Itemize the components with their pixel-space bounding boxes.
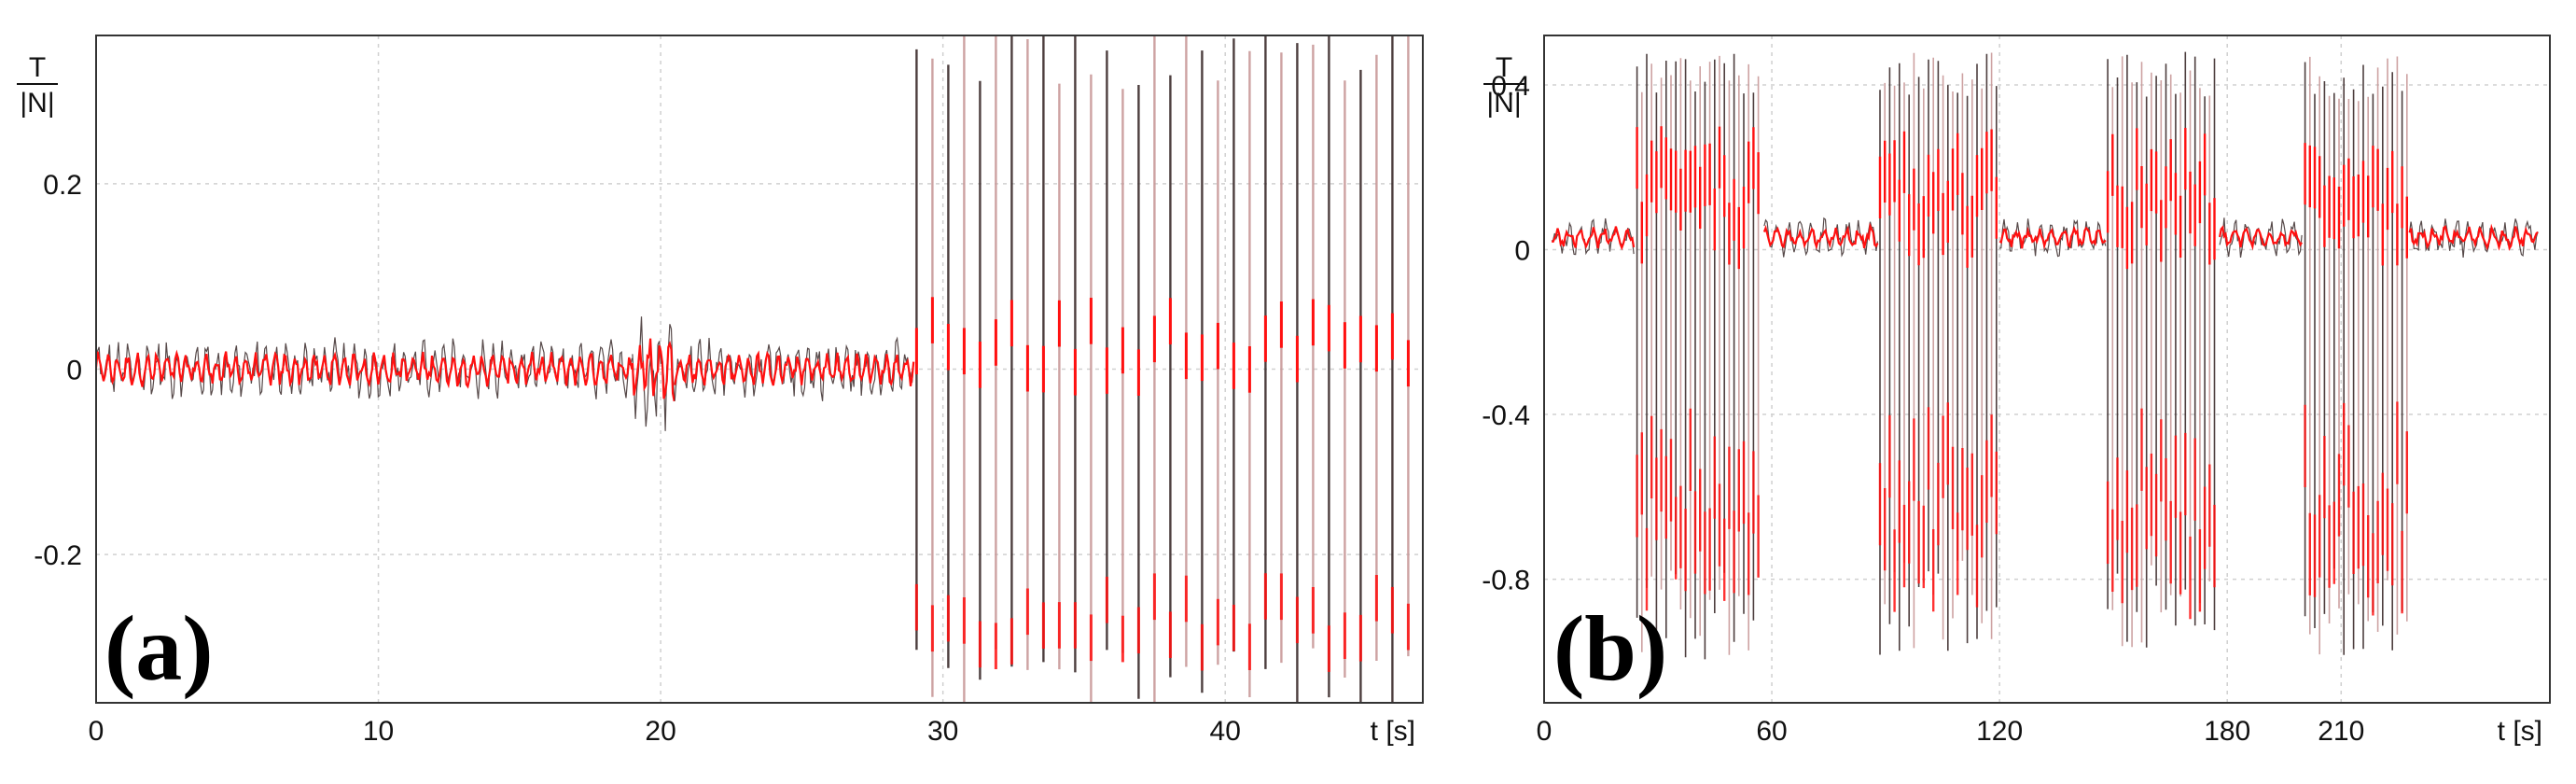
- panel-label-a: (a): [104, 596, 214, 700]
- x-tick-labels-b: 0 60 120 180 210: [1537, 716, 2365, 747]
- y-axis-label-numerator-b: T: [1496, 52, 1512, 83]
- x-tick-label: 180: [2204, 716, 2250, 747]
- stick-trace: [96, 337, 633, 399]
- x-tick-label: 210: [2318, 716, 2364, 747]
- y-axis-label-denominator-b: |N|: [1486, 88, 1521, 119]
- x-tick-label: 20: [645, 716, 675, 747]
- y-tick-label: -0.2: [34, 540, 82, 571]
- x-axis-label-b: t [s]: [2498, 716, 2542, 747]
- panel-label-b: (b): [1553, 596, 1667, 700]
- y-tick-labels-a: -0.2 0 0.2: [34, 170, 82, 571]
- y-tick-label: 0: [1514, 236, 1530, 267]
- y-axis-label-denominator-a: |N|: [20, 88, 54, 119]
- stick-trace-filtered: [2219, 225, 2304, 251]
- x-tick-label: 0: [89, 716, 104, 747]
- stick-trace-filtered: [96, 349, 634, 389]
- plot-frame-b: [1543, 35, 2551, 704]
- stick-trace: [674, 336, 914, 401]
- y-tick-label: 0.4: [1491, 71, 1530, 102]
- stick-trace-filtered: [2408, 223, 2539, 251]
- stick-trace-filtered: [1998, 225, 2107, 250]
- signal-trace-b: [1551, 51, 2539, 660]
- stick-trace: [2219, 217, 2303, 258]
- x-tick-label: 30: [927, 716, 958, 747]
- x-tick-label: 120: [1976, 716, 2023, 747]
- x-tick-labels-a: 0 10 20 30 40: [89, 716, 1241, 747]
- stick-trace: [1763, 217, 1879, 258]
- x-axis-label-a: t [s]: [1371, 716, 1415, 747]
- y-tick-label: 0: [66, 356, 82, 386]
- y-tick-label: 0.2: [43, 170, 82, 201]
- stick-trace-filtered: [674, 350, 915, 386]
- y-tick-labels-b: -0.8 -0.4 0 0.4: [1482, 71, 1530, 596]
- signal-trace-a: [96, 35, 1410, 703]
- chart-panel-b: -0.8 -0.4 0 0.4 0 60 120 180 210 T |N| t [s] (b…: [1482, 35, 2551, 747]
- y-tick-label: -0.8: [1482, 566, 1530, 596]
- chart-panel-a: -0.2 0 0.2 0 10 20 30 40 T |N| t [s] (a): [17, 35, 1424, 747]
- stick-trace-filtered: [1552, 226, 1636, 251]
- x-tick-label: 60: [1756, 716, 1787, 747]
- x-tick-label: 40: [1210, 716, 1241, 747]
- x-tick-label: 10: [363, 716, 394, 747]
- y-tick-label: -0.4: [1482, 400, 1530, 431]
- stick-trace-filtered: [631, 338, 675, 402]
- stick-trace-filtered: [1762, 222, 1879, 250]
- plot-frame-a: [95, 35, 1424, 704]
- grid-lines-b: [1544, 35, 2550, 703]
- y-axis-label-numerator-a: T: [29, 52, 46, 83]
- x-tick-label: 0: [1537, 716, 1553, 747]
